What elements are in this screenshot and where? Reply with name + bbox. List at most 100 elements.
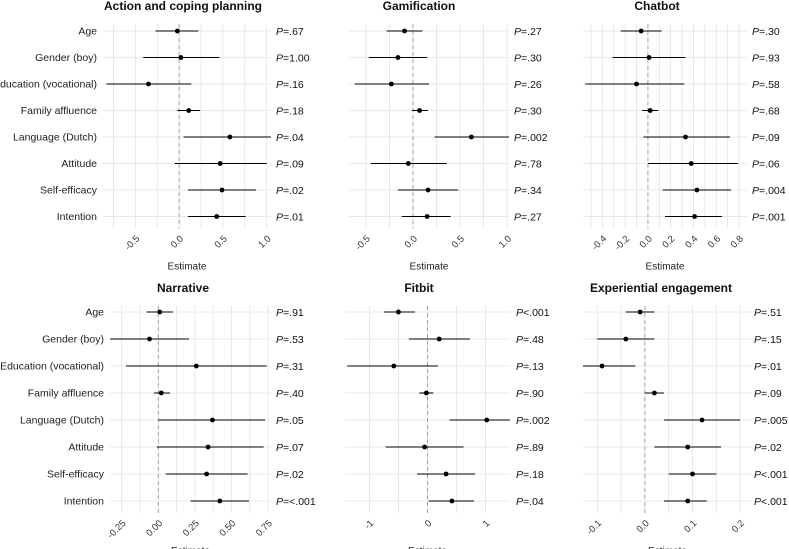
row-label-family-affluence: Family affluence (28, 388, 104, 400)
p-symbol: P (752, 53, 759, 65)
p-symbol: P (276, 79, 283, 91)
p-value-label: P=.78 (514, 159, 542, 171)
point-estimate (417, 108, 422, 113)
x-axis-label: Estimate (648, 546, 687, 549)
p-value-label: P=.67 (276, 26, 304, 38)
point-estimate (210, 417, 215, 423)
p-symbol: P (752, 185, 759, 197)
p-value-label: P=.68 (752, 106, 780, 118)
point-estimate (685, 444, 691, 450)
p-value-label: P=.13 (516, 361, 544, 373)
row-label-age: Age (78, 26, 97, 38)
x-tick-label: -0.2 (613, 234, 632, 253)
point-estimate (646, 55, 652, 60)
point-estimate (193, 363, 199, 369)
p-symbol: P (752, 132, 759, 144)
p-value-text: =.001 (759, 212, 786, 224)
point-estimate (690, 471, 695, 477)
p-value-text: =.13 (523, 361, 544, 373)
p-value-label: P=.004 (752, 185, 786, 197)
point-estimate (468, 134, 474, 140)
point-estimate (652, 390, 657, 396)
p-value-label: P=.27 (514, 26, 542, 38)
p-symbol: P (276, 132, 283, 144)
p-value-label: P=.04 (276, 132, 304, 144)
p-symbol: P (276, 159, 283, 171)
point-estimate (634, 81, 639, 87)
panel-title: Fitbit (404, 281, 433, 295)
p-symbol: P (276, 415, 283, 427)
point-estimate (449, 498, 455, 504)
x-tick-label: 0.1 (682, 518, 699, 535)
p-symbol: P (516, 361, 523, 373)
p-value-text: =.68 (759, 106, 780, 118)
point-estimate (391, 363, 397, 369)
p-symbol: P (276, 307, 283, 319)
p-symbol: P (514, 53, 521, 65)
p-symbol: P (276, 185, 283, 197)
x-tick-label: 1.0 (497, 234, 514, 251)
p-value-label: P=.005 (754, 415, 788, 427)
p-value-text: =.48 (523, 334, 544, 346)
point-estimate (423, 390, 429, 396)
p-symbol: P (514, 212, 521, 224)
p-symbol: P (514, 26, 521, 38)
p-value-label: P=.58 (752, 79, 780, 91)
p-symbol: P (752, 212, 759, 224)
point-estimate (683, 134, 688, 140)
p-value-label: P=.01 (276, 212, 304, 224)
point-estimate (214, 214, 220, 219)
point-estimate (158, 390, 164, 396)
p-symbol: P (276, 106, 283, 118)
p-value-text: =.02 (761, 442, 782, 454)
p-value-text: =.53 (283, 334, 304, 346)
p-value-label: P=.18 (516, 469, 544, 481)
point-estimate (484, 417, 490, 423)
x-tick-label: 1 (481, 518, 493, 530)
x-tick-label: 0.0 (638, 234, 655, 251)
x-tick-label: -0.25 (105, 518, 128, 541)
point-estimate (147, 336, 152, 342)
p-value-label: P=.07 (276, 442, 304, 454)
row-label-language-dutch: Language (Dutch) (20, 415, 104, 427)
p-value-text: =.30 (521, 106, 542, 118)
p-symbol: P (516, 496, 523, 508)
row-label-language-dutch: Language (Dutch) (13, 132, 97, 144)
p-value-label: P<.001 (754, 469, 788, 481)
p-value-text: =.09 (283, 159, 304, 171)
p-value-label: P=.26 (514, 79, 542, 91)
point-estimate (217, 161, 223, 166)
p-value-text: =.002 (521, 132, 548, 144)
x-tick-label: 0.75 (254, 518, 275, 539)
row-label-attitude: Attitude (68, 442, 104, 454)
p-symbol: P (276, 53, 283, 65)
p-value-text: =.002 (523, 415, 550, 427)
p-value-label: P=.02 (754, 442, 782, 454)
p-value-text: =.04 (283, 132, 304, 144)
p-value-label: P=.04 (516, 496, 544, 508)
p-value-label: P=.93 (752, 53, 780, 65)
point-estimate (204, 471, 210, 477)
p-symbol: P (516, 388, 523, 400)
p-value-text: =.09 (759, 132, 780, 144)
panel-action-and-coping-planning: Action and coping planning Age Gender (boy… (0, 0, 310, 273)
x-axis-label: Estimate (410, 262, 449, 273)
panel-title: Experiential engagement (590, 281, 732, 295)
p-value-text: =.005 (761, 415, 788, 427)
p-value-text: =.26 (521, 79, 542, 91)
row-label-gender-boy: Gender (boy) (35, 52, 97, 64)
p-symbol: P (276, 469, 283, 481)
p-value-label: P=.09 (752, 132, 780, 144)
x-tick-label: 0.0 (403, 234, 420, 251)
point-estimate (217, 498, 223, 504)
p-value-label: P=1.00 (276, 53, 310, 65)
p-symbol: P (754, 415, 761, 427)
p-symbol: P (754, 388, 761, 400)
point-estimate (436, 336, 442, 342)
p-value-text: =.09 (761, 388, 782, 400)
p-symbol: P (754, 361, 761, 373)
x-tick-label: 0.4 (683, 234, 700, 251)
p-symbol: P (752, 79, 759, 91)
p-symbol: P (516, 415, 523, 427)
